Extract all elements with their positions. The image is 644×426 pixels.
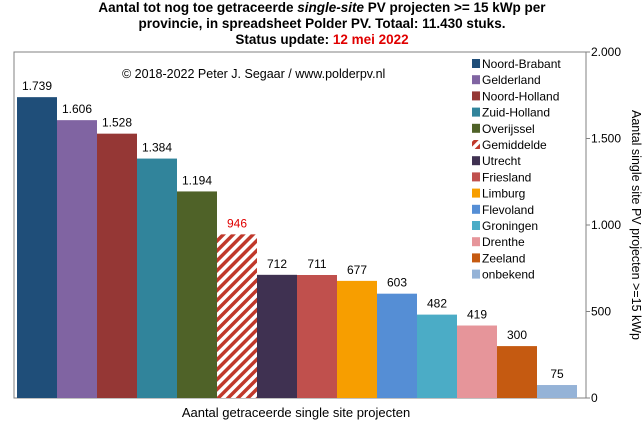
legend-label-gemiddelde: Gemiddelde [482, 138, 547, 152]
y-tick-label: 500 [591, 305, 611, 319]
bar-zuid-holland [137, 158, 177, 398]
legend-label-gelderland: Gelderland [482, 73, 541, 87]
title-line-1: Aantal tot nog toe getraceerde single-si… [0, 0, 644, 16]
legend-label-zeeland: Zeeland [482, 251, 525, 265]
value-label-drenthe: 419 [467, 308, 487, 322]
legend-swatch-limburg [472, 188, 480, 198]
legend: Noord-Brabant Gelderland Noord-Holland Zuid… [472, 57, 561, 282]
value-label-flevoland: 603 [387, 276, 407, 290]
y-tick-label: 2.000 [591, 45, 621, 59]
legend-label-onbekend: onbekend [482, 268, 535, 282]
y-tick-label: 1.500 [591, 132, 621, 146]
legend-swatch-zuid-holland [472, 107, 480, 117]
legend-label-noord-brabant: Noord-Brabant [482, 57, 561, 71]
legend-label-flevoland: Flevoland [482, 203, 534, 217]
legend-label-overijssel: Overijssel [482, 122, 535, 136]
bar-noord-brabant [17, 97, 57, 398]
legend-label-noord-holland: Noord-Holland [482, 89, 559, 103]
value-label-zeeland: 300 [507, 328, 527, 342]
legend-swatch-groningen [472, 221, 480, 230]
value-label-noord-holland: 1.528 [102, 116, 132, 130]
bar-noord-holland [97, 133, 137, 398]
legend-swatch-overijssel [472, 123, 480, 133]
legend-swatch-gemiddelde [472, 140, 480, 149]
bar-limburg [337, 280, 377, 398]
value-label-groningen: 482 [427, 297, 447, 311]
legend-swatch-noord-holland [472, 91, 480, 101]
value-label-noord-brabant: 1.739 [22, 79, 52, 93]
title-line-2: provincie, in spreadsheet Polder PV. Tot… [138, 16, 506, 31]
value-label-zuid-holland: 1.384 [142, 141, 172, 155]
y-axis: 0 500 1.000 1.500 2.000 [586, 45, 621, 405]
bars-group: 1.739 1.606 1.528 1.384 1.194 946 712 711 677 603… [17, 79, 577, 399]
bar-zeeland [497, 346, 537, 398]
legend-swatch-friesland [472, 172, 480, 182]
bar-flevoland [377, 293, 417, 398]
value-label-onbekend: 75 [550, 367, 564, 381]
value-label-gelderland: 1.606 [62, 102, 92, 116]
bar-drenthe [457, 325, 497, 398]
legend-swatch-zeeland [472, 253, 480, 263]
bar-utrecht [257, 274, 297, 398]
legend-swatch-flevoland [472, 204, 480, 214]
value-label-friesland: 711 [307, 257, 326, 271]
title-line-3: Status update: 12 mei 2022 [0, 32, 644, 48]
legend-swatch-gelderland [472, 75, 480, 85]
value-label-overijssel: 1.194 [182, 173, 212, 187]
legend-label-drenthe: Drenthe [482, 235, 525, 249]
legend-label-groningen: Groningen [482, 219, 538, 233]
legend-swatch-onbekend [472, 269, 480, 279]
bar-gemiddelde [217, 234, 257, 398]
x-axis-label: Aantal getraceerde single site projecten [182, 405, 410, 420]
copyright-text: © 2018-2022 Peter J. Segaar / www.polder… [122, 67, 385, 81]
title-line-1-a: Aantal tot nog toe getraceerde [98, 0, 298, 15]
legend-label-friesland: Friesland [482, 170, 531, 184]
y-tick-label: 1.000 [591, 218, 621, 232]
status-label: Status update: [235, 32, 333, 47]
title-line-1-italic: single-site [297, 0, 364, 15]
y-axis-label: Aantal single site PV projecten >=15 kWp [629, 110, 643, 340]
chart-title: Aantal tot nog toe getraceerde single-si… [0, 0, 644, 48]
bar-gelderland [57, 120, 97, 399]
legend-swatch-utrecht [472, 156, 480, 166]
legend-swatch-drenthe [472, 237, 480, 247]
bar-friesland [297, 274, 337, 398]
legend-label-limburg: Limburg [482, 187, 525, 201]
value-label-utrecht: 712 [267, 257, 287, 271]
legend-swatch-noord-brabant [472, 59, 480, 68]
value-label-gemiddelde: 946 [227, 216, 247, 230]
bar-overijssel [177, 191, 217, 398]
status-date: 12 mei 2022 [332, 32, 409, 47]
title-line-1-b: PV projecten >= 15 kWp per [364, 0, 546, 15]
bar-onbekend [537, 385, 577, 398]
legend-label-zuid-holland: Zuid-Holland [482, 106, 550, 120]
bar-groningen [417, 314, 457, 398]
value-label-limburg: 677 [347, 263, 367, 277]
legend-label-utrecht: Utrecht [482, 154, 521, 168]
y-tick-label: 0 [591, 391, 598, 405]
